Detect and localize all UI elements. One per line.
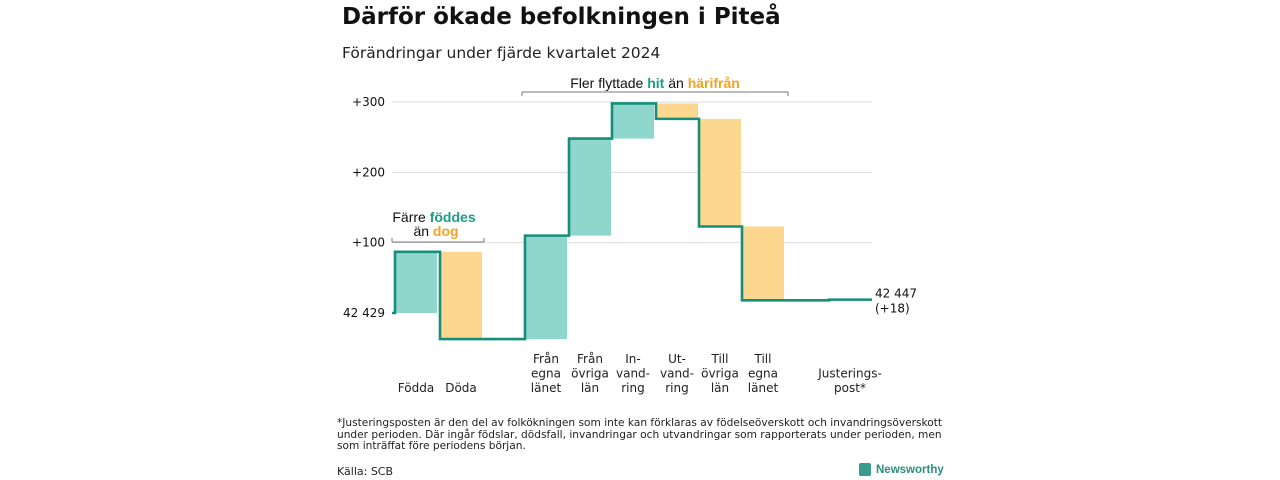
source-credit: Källa: SCB <box>337 465 394 478</box>
y-tick-label: +100 <box>352 236 385 250</box>
category-label: länet <box>748 381 779 395</box>
waterfall-bar <box>699 118 741 227</box>
newsworthy-logo: Newsworthy <box>859 463 944 476</box>
category-label: Från <box>577 352 603 366</box>
category-label: länet <box>531 381 562 395</box>
waterfall-bar <box>525 235 567 340</box>
annotation-births-deaths-line1: Färre föddes <box>392 209 475 225</box>
category-label: ring <box>665 381 689 395</box>
annotation-births-deaths-line2: än dog <box>413 223 458 239</box>
annotation-migration: Fler flyttade hit än härifrån <box>570 75 740 91</box>
category-label: Till <box>754 352 772 366</box>
category-label: vand- <box>616 367 650 381</box>
category-label: övriga <box>571 367 609 381</box>
footnote: *Justeringsposten är den del av folkökni… <box>337 417 943 452</box>
end-change-label: (+18) <box>875 302 910 316</box>
category-label: Från <box>533 352 559 366</box>
category-label: Till <box>711 352 729 366</box>
waterfall-bar <box>569 138 611 236</box>
waterfall-bar <box>612 103 654 139</box>
category-label: övriga <box>701 367 739 381</box>
waterfall-bar <box>742 226 784 301</box>
newsworthy-logo-text: Newsworthy <box>876 463 944 476</box>
chart-title: Därför ökade befolkningen i Piteå <box>342 4 781 30</box>
category-label: egna <box>748 367 778 381</box>
newsworthy-logo-icon <box>859 463 871 476</box>
end-value-label: 42 447 <box>875 287 917 301</box>
cumulative-step-line <box>392 102 872 341</box>
y-tick-label: +300 <box>352 95 385 109</box>
y-tick-label: 42 429 <box>343 306 385 320</box>
category-label: post* <box>834 381 866 395</box>
category-label: vand- <box>660 367 694 381</box>
category-label: In- <box>625 352 640 366</box>
waterfall-bar <box>395 251 437 313</box>
category-label: Justerings- <box>817 367 882 381</box>
category-label: egna <box>531 367 561 381</box>
chart-subtitle: Förändringar under fjärde kvartalet 2024 <box>342 44 661 62</box>
category-label: län <box>581 381 599 395</box>
category-label: Döda <box>445 381 477 395</box>
category-label: ring <box>621 381 645 395</box>
category-label: län <box>711 381 729 395</box>
category-label: Födda <box>398 381 434 395</box>
category-label: Ut- <box>668 352 686 366</box>
waterfall-bar <box>656 103 698 119</box>
waterfall-bar <box>440 251 482 340</box>
y-tick-label: +200 <box>352 165 385 179</box>
